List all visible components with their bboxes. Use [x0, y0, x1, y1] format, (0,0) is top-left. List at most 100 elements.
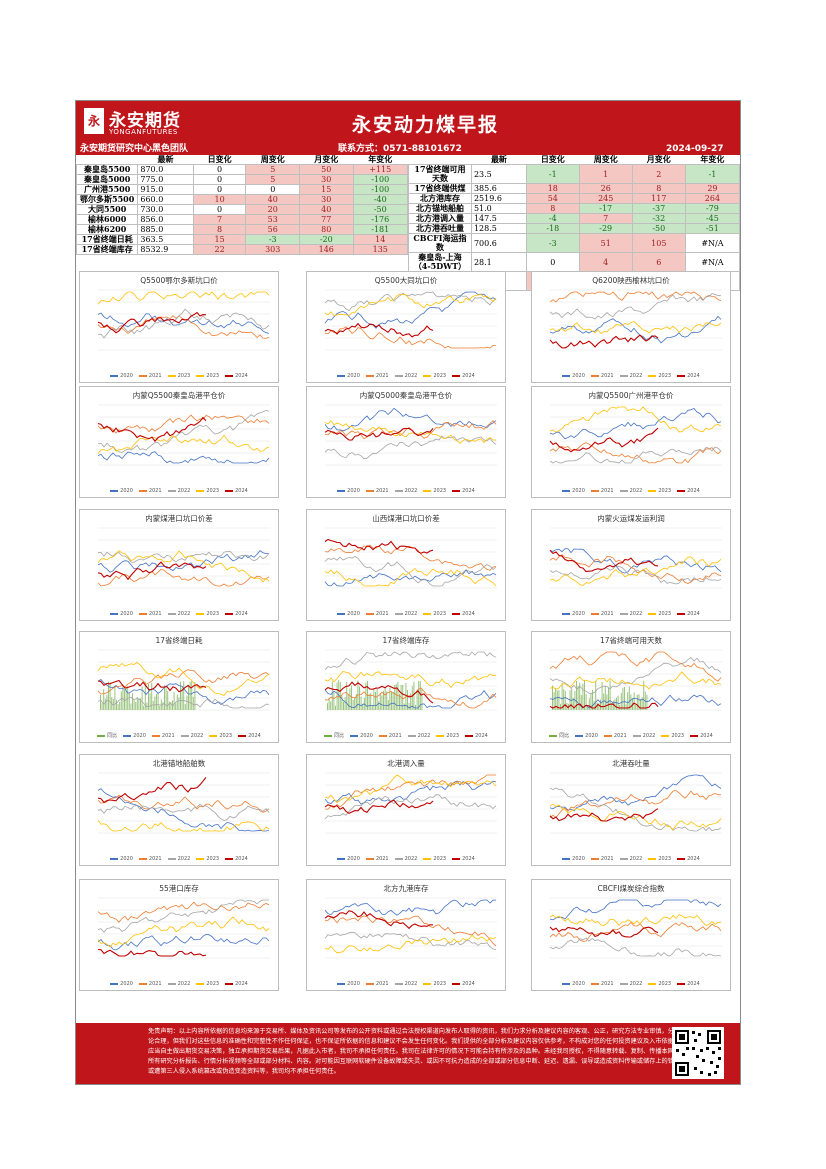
series-line: [97, 311, 207, 334]
table-cell: 7: [578, 213, 633, 224]
legend-item: 2022: [394, 856, 417, 862]
table-cell: 915.0: [137, 184, 194, 195]
chart-legend: 2020 2021 2022 2023 2024: [307, 856, 505, 862]
legend-item: 2021: [138, 981, 162, 987]
legend-swatch: [677, 612, 686, 615]
yoy-bar: [399, 693, 400, 710]
legend-swatch: [436, 734, 445, 737]
legend-item: 2020: [110, 981, 133, 987]
chart-plot: [97, 649, 270, 711]
table-cell: -51: [684, 223, 741, 234]
legend-item: 2020: [350, 733, 373, 739]
legend-item: 2022: [407, 733, 430, 739]
legend-item: 2023: [423, 373, 446, 379]
series-line: [97, 679, 207, 693]
table-cell: 23.5: [470, 164, 527, 184]
legend-swatch: [97, 734, 106, 737]
table-cell: -1: [684, 164, 741, 184]
legend-label: 2024: [687, 981, 700, 987]
series-line: [324, 567, 497, 587]
legend-item: 2024: [225, 856, 248, 862]
yoy-bar: [646, 694, 648, 710]
legend-item: 2021: [590, 488, 614, 494]
table-cell: 730.0: [137, 204, 194, 215]
table-cell: 0: [525, 252, 580, 272]
yoy-bar: [408, 703, 410, 710]
series-line: [324, 427, 434, 441]
series-line: [97, 451, 270, 464]
legend-swatch: [167, 982, 176, 985]
legend-item: 2023: [423, 856, 446, 862]
legend-swatch: [123, 734, 132, 737]
yoy-bar: [144, 681, 146, 710]
table-cell: 0: [192, 174, 247, 185]
legend-swatch: [648, 857, 657, 860]
yoy-bar: [178, 697, 180, 710]
legend-item: 2020: [110, 373, 133, 379]
legend-swatch: [337, 857, 346, 860]
yoy-bar: [571, 688, 573, 710]
legend-item: 2024: [225, 373, 248, 379]
table-cell: 14: [352, 234, 409, 245]
table-cell: 80: [299, 224, 354, 235]
chart-panel: 17省终端可用天数 同比 2020 2021 2022 2023 2024: [531, 631, 731, 743]
legend-swatch: [337, 489, 346, 492]
yoy-bar: [384, 686, 386, 710]
legend-swatch: [677, 374, 686, 377]
table-cell: -18: [525, 223, 580, 234]
legend-item: 2023: [423, 611, 446, 617]
chart-panel: 55港口库存 2020 2021 2022 2023 2024: [79, 879, 279, 991]
chart-panel: 北方九港库存 2020 2021 2022 2023 2024: [306, 879, 506, 991]
chart-legend: 2020 2021 2022 2023 2024: [532, 373, 730, 379]
legend-item: 2020: [562, 488, 585, 494]
company-logo-en: YONGANFUTURES: [109, 128, 178, 136]
chart-legend: 2020 2021 2022 2023 2024: [307, 611, 505, 617]
legend-label: 2021: [375, 981, 389, 987]
legend-label: 2020: [120, 611, 133, 617]
legend-swatch: [225, 489, 234, 492]
table-cell: 147.5: [470, 213, 527, 224]
legend-swatch: [677, 857, 686, 860]
yoy-bar: [561, 682, 563, 710]
chart-legend: 2020 2021 2023 2023 2024: [80, 373, 278, 379]
legend-swatch: [452, 489, 461, 492]
yoy-bar: [184, 704, 186, 710]
legend-swatch: [196, 857, 205, 860]
legend-item: 2021: [365, 981, 389, 987]
row-label: CBCFI海运指数: [408, 233, 472, 253]
yoy-bar: [191, 680, 193, 710]
table-cell: 135: [352, 244, 409, 255]
table-row: 17省终端库存 8532.9 22 303 146 135: [75, 244, 409, 255]
yoy-bar: [371, 705, 373, 710]
table-cell: 0: [245, 184, 300, 195]
series-line: [97, 803, 270, 821]
yoy-bar: [341, 695, 343, 710]
yoy-bar: [604, 685, 606, 710]
legend-swatch: [562, 612, 571, 615]
legend-label: 2021: [148, 611, 162, 617]
chart-plot: [549, 404, 722, 466]
series-line: [97, 899, 269, 933]
yoy-bar: [344, 697, 346, 710]
chart-panel: 北港调入量 2020 2021 2022 2023 2024: [306, 754, 506, 866]
legend-item: 2021: [378, 733, 402, 739]
yoy-bar: [175, 703, 177, 710]
yoy-bar: [349, 688, 351, 710]
legend-swatch: [110, 982, 119, 985]
legend-label: 2024: [235, 488, 248, 494]
series-line: [549, 774, 722, 812]
legend-item: 2020: [562, 373, 585, 379]
legend-label: 2020: [120, 981, 133, 987]
chart-title: 北港锚地船舶数: [152, 759, 206, 768]
yoy-bar: [560, 703, 561, 710]
legend-item: 2022: [394, 488, 417, 494]
table-cell: 264: [684, 193, 741, 204]
legend-swatch: [590, 982, 599, 985]
legend-label: 2021: [375, 488, 389, 494]
legend-label: 2024: [462, 611, 475, 617]
row-label: 17省终端供煤: [408, 183, 472, 194]
yoy-bar: [346, 682, 348, 710]
chart-plot: [549, 772, 722, 834]
legend-item: 2020: [110, 611, 133, 617]
legend-label: 2020: [585, 733, 598, 739]
